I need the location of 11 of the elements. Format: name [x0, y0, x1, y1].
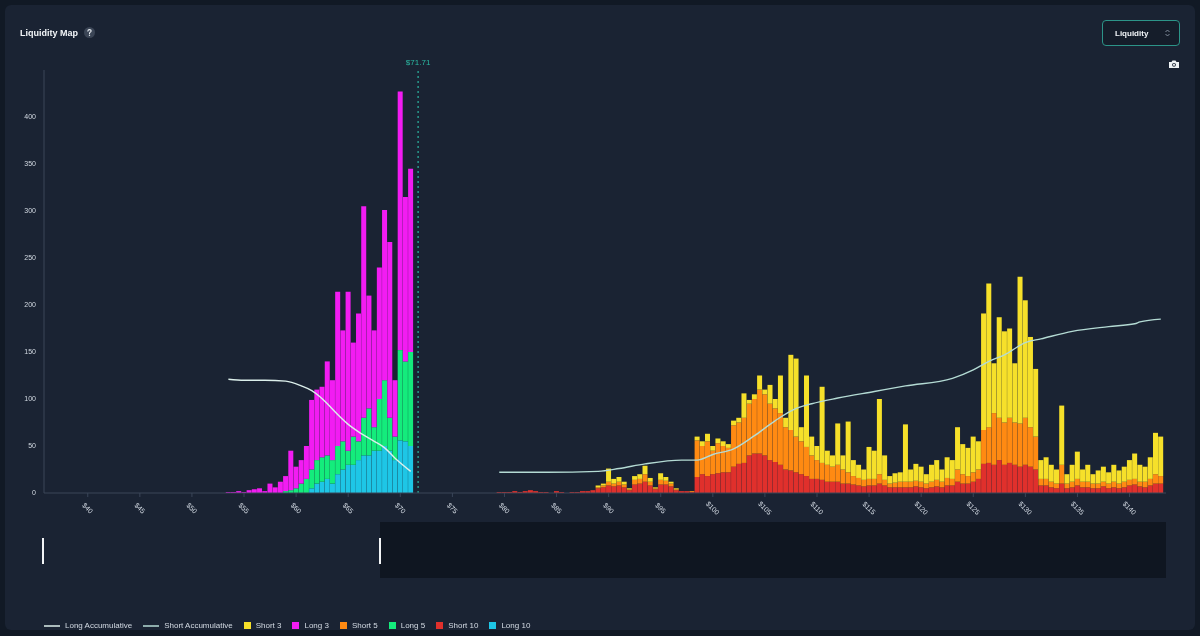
legend-label: Long Accumulative: [65, 621, 133, 630]
legend-label: Long 3: [304, 621, 329, 630]
legend-label: Long 10: [501, 621, 531, 630]
ref-line-label: $71.71: [405, 58, 431, 67]
legend-label: Long 5: [400, 621, 426, 630]
legend-label: Short 3: [255, 621, 282, 630]
legend-label: Short 10: [448, 621, 479, 630]
legend-label: Short Accumulative: [164, 621, 233, 630]
dropdown: Liquidity: [1102, 20, 1180, 46]
chart-title: Liquidity Map: [20, 27, 78, 38]
legend-label: Short 5: [351, 621, 378, 630]
